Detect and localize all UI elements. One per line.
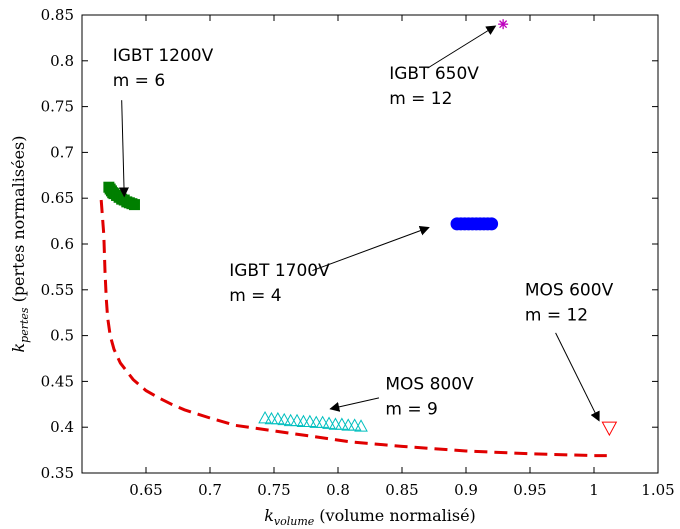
- y-tick-label: 0.45: [41, 372, 74, 390]
- data-point-triangle: [270, 411, 285, 425]
- data-point-triangle: [264, 411, 279, 425]
- data-point-triangle: [302, 414, 317, 428]
- x-tick-label: 0.9: [454, 481, 478, 499]
- y-tick-label: 0.4: [50, 418, 74, 436]
- series-0: [103, 181, 140, 211]
- annotation-label: IGBT 1200V: [113, 46, 214, 66]
- y-tick-label: 0.6: [50, 235, 74, 253]
- data-point-triangle: [322, 416, 336, 429]
- annotation-label: m = 9: [385, 400, 437, 420]
- data-point-circle: [485, 217, 499, 231]
- x-tick-label: 0.85: [385, 481, 418, 499]
- data-point-square: [128, 199, 140, 211]
- y-tick-label: 0.8: [50, 52, 74, 70]
- annotation-arrow: [119, 100, 129, 198]
- y-tick-label: 0.7: [50, 143, 74, 161]
- data-point-triangle: [315, 415, 330, 428]
- annotation-label: m = 12: [389, 89, 452, 109]
- data-point-triangle: [347, 418, 362, 431]
- y-axis-subscript: pertes: [18, 307, 31, 343]
- series-4: [601, 421, 618, 437]
- annotation-label: IGBT 1700V: [229, 261, 330, 281]
- x-tick-label: 1.05: [641, 481, 674, 499]
- x-tick-label: 0.95: [513, 481, 546, 499]
- x-tick-label: 0.75: [257, 481, 290, 499]
- annotation-label: IGBT 650V: [389, 64, 479, 84]
- data-point-triangle: [283, 413, 298, 427]
- x-axis-label: kvolume (volume normalisé): [264, 506, 476, 528]
- y-axis-symbol: k: [9, 343, 28, 353]
- annotation-arrow: [555, 332, 600, 422]
- y-axis-label: kpertes (pertes normalisées): [9, 135, 31, 352]
- y-axis-text: (pertes normalisées): [9, 135, 28, 302]
- series-1: [498, 19, 509, 30]
- x-axis-text: (volume normalisé): [319, 506, 476, 525]
- data-point-star: [498, 19, 509, 30]
- data-point-triangle: [258, 411, 272, 424]
- data-point-triangle: [354, 419, 368, 432]
- y-tick-label: 0.35: [41, 464, 74, 482]
- x-tick-label: 0.8: [326, 481, 350, 499]
- data-point-triangle: [341, 418, 356, 431]
- annotation-label: MOS 600V: [525, 280, 614, 300]
- annotation-arrow: [427, 25, 497, 69]
- annotation-arrow: [329, 397, 380, 412]
- annotation-arrow: [312, 225, 430, 272]
- y-tick-label: 0.75: [41, 98, 74, 116]
- data-point-triangle: [309, 415, 324, 428]
- x-tick-label: 0.7: [198, 481, 222, 499]
- x-axis-subscript: volume: [274, 515, 315, 528]
- data-point-triangle: [296, 414, 311, 428]
- pareto-curve: [99, 199, 607, 458]
- data-point-triangle: [334, 417, 349, 430]
- x-tick-label: 1: [589, 481, 599, 499]
- data-point-triangle-down: [601, 421, 618, 437]
- annotation-label: m = 12: [525, 305, 588, 325]
- x-axis-symbol: k: [264, 506, 274, 525]
- annotation-label: m = 6: [113, 71, 165, 91]
- annotation-label: MOS 800V: [385, 375, 474, 395]
- data-point-triangle: [328, 417, 343, 430]
- star-stroke: [499, 20, 508, 29]
- data-point-triangle: [290, 413, 304, 427]
- y-tick-label: 0.65: [41, 189, 74, 207]
- y-tick-label: 0.85: [41, 6, 74, 24]
- series-2: [450, 217, 499, 231]
- plot-frame: [81, 14, 659, 474]
- y-tick-label: 0.55: [41, 281, 74, 299]
- data-point-triangle: [277, 412, 292, 426]
- annotation-label: m = 4: [229, 286, 281, 306]
- y-tick-label: 0.5: [50, 327, 74, 345]
- x-tick-label: 0.65: [129, 481, 162, 499]
- series-3: [258, 411, 368, 432]
